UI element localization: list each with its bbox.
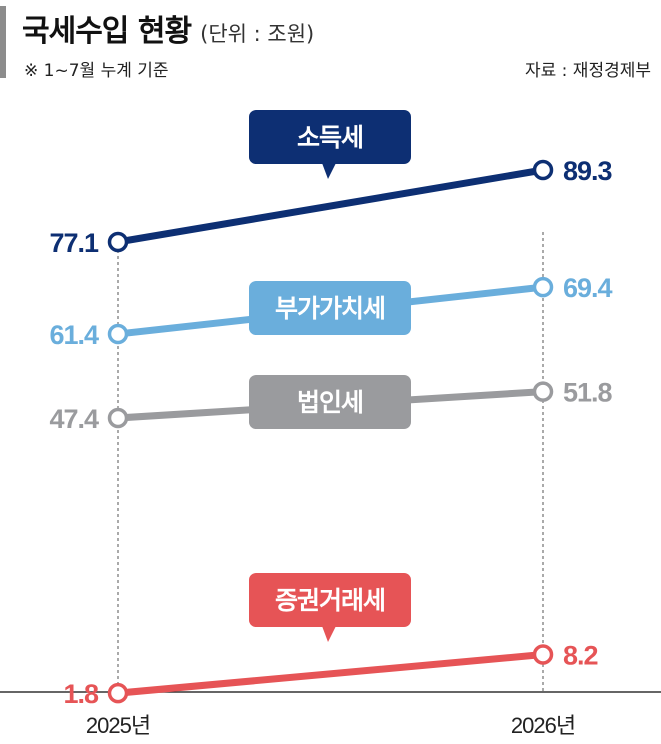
data-label: 51.8: [563, 378, 613, 408]
series-label-bubble: 법인세: [249, 375, 411, 429]
bubble-tail: [322, 163, 336, 179]
source-note: 자료 : 재정경제부: [524, 61, 651, 81]
data-point: [107, 682, 129, 704]
data-label: 61.4: [49, 320, 99, 350]
bubble-tail: [322, 626, 336, 642]
data-label: 47.4: [49, 404, 99, 434]
bubble-box: [249, 375, 411, 429]
data-label: 69.4: [563, 273, 613, 303]
data-point: [107, 323, 129, 345]
data-label: 89.3: [563, 156, 613, 186]
data-point: [107, 231, 129, 253]
series-label-bubble: 증권거래세: [249, 573, 411, 642]
bubble-box: [249, 281, 411, 335]
series-name-label: 증권거래세: [275, 586, 385, 615]
bubble-box: [249, 573, 411, 627]
data-label: 1.8: [63, 679, 99, 709]
chart-title: 국세수입 현황 (단위 : 조원): [22, 6, 314, 50]
x-tick-label: 2025년: [86, 713, 150, 738]
series-name-label: 부가가치세: [275, 294, 385, 323]
data-label: 77.1: [49, 228, 99, 258]
series-name-label: 법인세: [297, 388, 363, 417]
data-label: 8.2: [563, 641, 598, 671]
data-point: [532, 276, 554, 298]
x-tick-label: 2026년: [511, 713, 575, 738]
series-label-bubble: 부가가치세: [249, 281, 411, 335]
basis-note: ※ 1~7월 누계 기준: [24, 61, 169, 81]
data-point: [532, 159, 554, 181]
page-title: 국세수입 현황: [22, 14, 192, 49]
title-accent-bar: [0, 6, 6, 78]
series-label-bubble: 소득세: [249, 110, 411, 179]
series-line-1: [114, 166, 547, 246]
series-name-label: 소득세: [297, 123, 363, 152]
data-point: [107, 407, 129, 429]
unit-label: (단위 : 조원): [200, 22, 315, 46]
data-point: [532, 381, 554, 402]
bubble-box: [249, 110, 411, 164]
series-line-4: [114, 651, 547, 697]
data-point: [532, 644, 554, 665]
